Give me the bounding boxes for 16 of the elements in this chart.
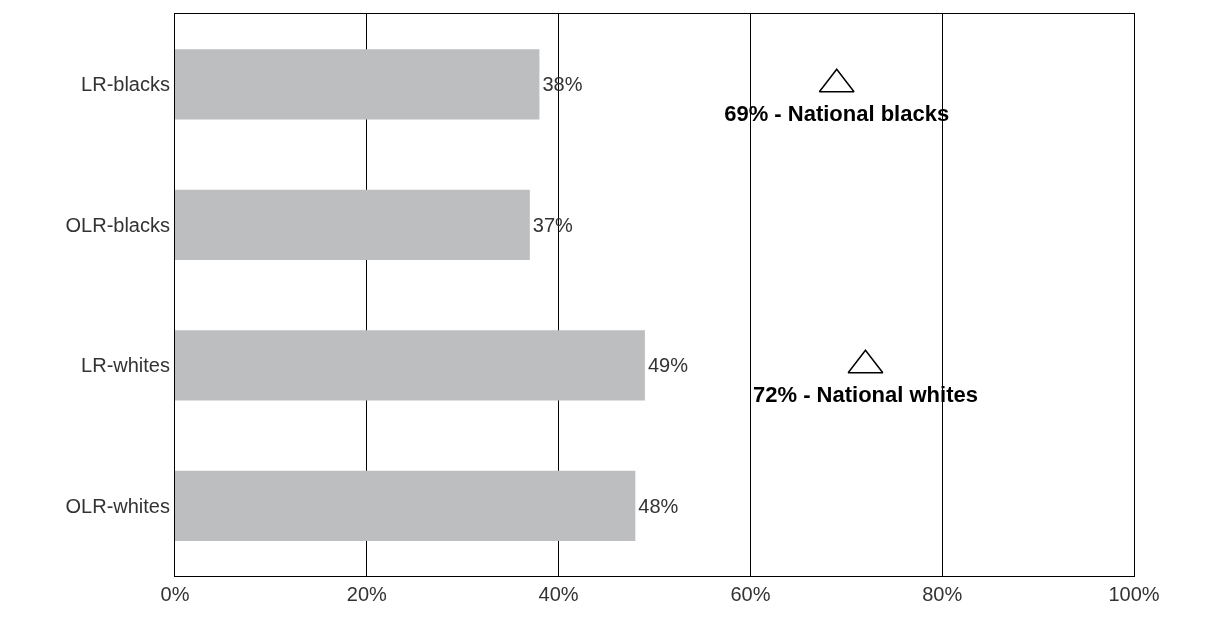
x-tick-label: 20%	[346, 583, 388, 605]
x-tick-label: 80%	[922, 583, 963, 605]
bar	[175, 330, 645, 401]
y-tick-label: OLR-blacks	[65, 213, 170, 236]
x-tick-label: 0%	[160, 583, 190, 605]
bar	[175, 189, 530, 260]
bar	[175, 49, 540, 120]
bar	[175, 470, 636, 541]
data-label: 48%	[638, 494, 679, 517]
data-label: 49%	[647, 354, 689, 377]
y-tick-label: LR-blacks	[81, 73, 170, 96]
x-tick-label: 40%	[538, 583, 579, 605]
y-tick-label: LR-whites	[81, 354, 170, 377]
x-tick-label: 60%	[730, 583, 771, 605]
x-tick-label: 100%	[1108, 583, 1160, 605]
y-tick-label: OLR-whites	[65, 494, 170, 517]
